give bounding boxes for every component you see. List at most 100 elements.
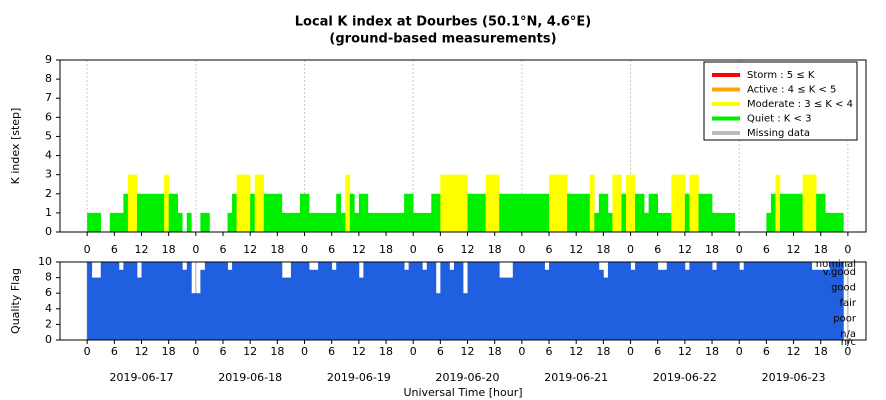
quality-bar [481, 262, 487, 340]
bar [712, 212, 717, 232]
x-tick-label: 18 [814, 345, 828, 358]
bar [571, 193, 577, 232]
quality-bar [526, 262, 532, 340]
bar [562, 174, 568, 232]
bar [376, 212, 382, 232]
quality-bar [173, 262, 179, 340]
bar [386, 212, 391, 232]
bar [186, 212, 192, 232]
quality-bar [598, 269, 604, 340]
bar [820, 193, 826, 232]
bar [168, 193, 174, 232]
quality-bar [141, 262, 147, 340]
quality-bar [381, 262, 387, 340]
quality-bar [798, 262, 804, 340]
bar [476, 193, 482, 232]
quality-bar [684, 269, 690, 340]
y-tick-label: 0 [45, 333, 52, 346]
bar [607, 212, 613, 232]
x-tick-label: 0 [627, 243, 634, 256]
bar [730, 212, 735, 232]
quality-bar [748, 262, 754, 340]
quality-bar [521, 262, 527, 340]
y-tick-label: 7 [45, 91, 52, 104]
bar [702, 193, 708, 232]
bar [404, 193, 409, 232]
bar [204, 212, 210, 232]
quality-bar [263, 262, 269, 340]
quality-bar [322, 262, 328, 340]
quality-bar [626, 262, 631, 340]
bar [250, 193, 256, 232]
bar [177, 212, 183, 232]
quality-bar [245, 262, 251, 340]
bar [123, 193, 129, 232]
bar [807, 174, 812, 232]
quality-bar [177, 262, 183, 340]
quality-bar [503, 277, 509, 340]
bar [789, 193, 794, 232]
bar [331, 212, 337, 232]
date-label: 2019-06-23 [762, 371, 826, 384]
bar [390, 212, 396, 232]
quality-bar [146, 262, 151, 340]
x-tick-label: 18 [162, 345, 176, 358]
quality-bar [431, 262, 437, 340]
legend-label: Missing data [747, 128, 810, 139]
bar [716, 212, 722, 232]
bar [227, 212, 233, 232]
bar [299, 193, 305, 232]
bar [553, 174, 559, 232]
quality-bar [168, 262, 174, 340]
bar [286, 212, 292, 232]
quality-bar [127, 262, 133, 340]
bar [472, 193, 477, 232]
bar [644, 212, 649, 232]
x-tick-label: 18 [488, 345, 502, 358]
bar [784, 193, 790, 232]
quality-bar [100, 262, 106, 340]
bar [549, 174, 554, 232]
x-tick-label: 18 [379, 345, 393, 358]
quality-bar [159, 262, 165, 340]
quality-bar [227, 269, 233, 340]
bar [200, 212, 206, 232]
quality-bar [277, 262, 283, 340]
bar [684, 193, 690, 232]
bar [413, 212, 419, 232]
quality-bar [395, 262, 401, 340]
quality-bar [449, 269, 455, 340]
bar [707, 193, 713, 232]
x-tick-label: 6 [437, 243, 444, 256]
quality-bar [730, 262, 736, 340]
quality-bar [517, 262, 523, 340]
bar [132, 174, 138, 232]
quality-bar [132, 262, 138, 340]
bar [775, 174, 781, 232]
flag-label: poor [833, 314, 857, 325]
y-tick-label: 5 [45, 129, 52, 142]
bar [281, 212, 287, 232]
y-tick-label: 8 [45, 271, 52, 284]
bar [594, 212, 600, 232]
bar [363, 193, 369, 232]
quality-bar [118, 269, 124, 340]
quality-bar [712, 269, 717, 340]
date-label: 2019-06-17 [110, 371, 174, 384]
bar [802, 174, 808, 232]
quality-bar [105, 262, 111, 340]
quality-bar [716, 262, 722, 340]
bar [770, 193, 776, 232]
bar [431, 193, 437, 232]
bar [118, 212, 124, 232]
quality-bar [612, 262, 618, 340]
quality-bar [259, 262, 265, 340]
x-tick-label: 6 [111, 243, 118, 256]
bar [811, 174, 817, 232]
x-tick-label: 6 [111, 345, 118, 358]
bar [313, 212, 319, 232]
bar [499, 193, 505, 232]
quality-bar [109, 262, 115, 340]
quality-bar [562, 262, 568, 340]
